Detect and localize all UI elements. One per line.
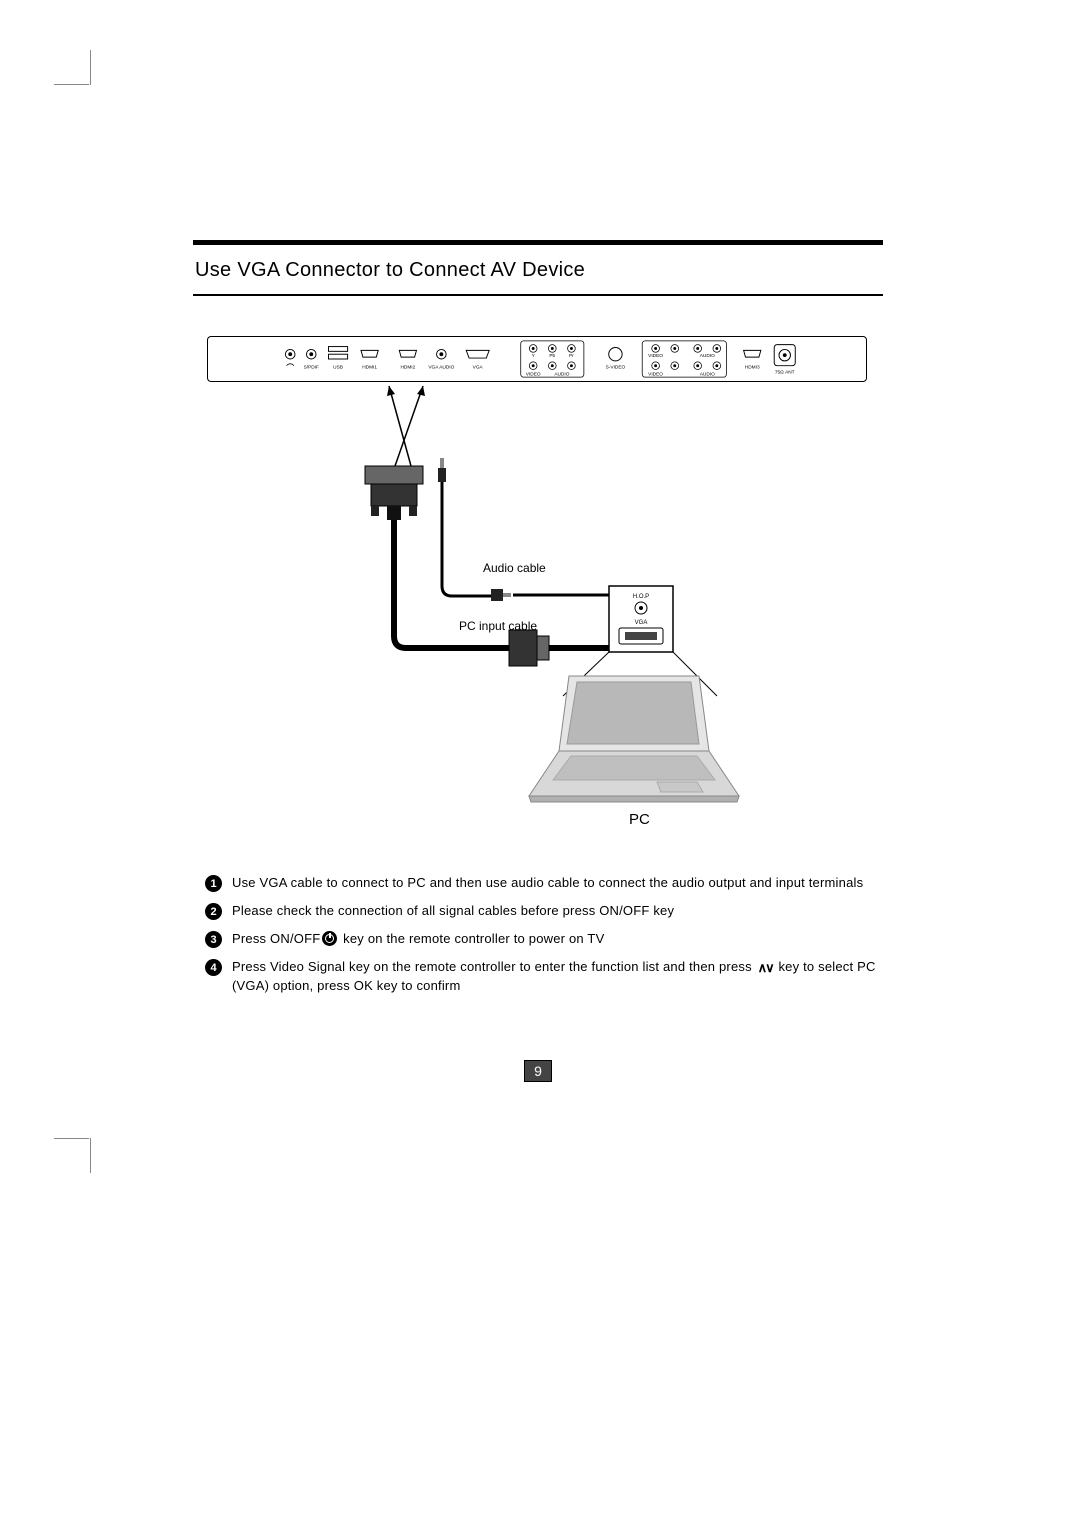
step-text-before: Press Video Signal key on the remote con… <box>232 959 756 974</box>
page-number: 9 <box>524 1060 552 1082</box>
section-title: Use VGA Connector to Connect AV Device <box>193 245 883 294</box>
instruction-3: 3 Press ON/OFF key on the remote control… <box>205 930 883 948</box>
crop-mark <box>54 1138 89 1139</box>
pc-input-cable-label: PC input cable <box>459 619 537 633</box>
step-badge: 1 <box>205 875 222 892</box>
step-text-after: key on the remote controller to power on… <box>339 931 604 946</box>
cable-overlay: H.O.P VGA <box>193 336 883 836</box>
laptop-illustration <box>529 676 739 802</box>
up-down-icon: ∧∨ <box>758 959 773 977</box>
pc-label: PC <box>629 811 650 828</box>
step-text: Press Video Signal key on the remote con… <box>232 958 883 994</box>
instruction-1: 1 Use VGA cable to connect to PC and the… <box>205 874 883 892</box>
svg-text:VGA: VGA <box>635 620 648 626</box>
crop-mark <box>90 50 91 85</box>
svg-text:H.O.P: H.O.P <box>633 594 649 600</box>
page-content: Use VGA Connector to Connect AV Device S… <box>193 240 883 1004</box>
step-text-before: Press ON/OFF <box>232 931 320 946</box>
step-badge: 2 <box>205 903 222 920</box>
page-number-value: 9 <box>524 1060 552 1082</box>
instruction-list: 1 Use VGA cable to connect to PC and the… <box>193 874 883 994</box>
crop-mark <box>54 84 89 85</box>
instruction-4: 4 Press Video Signal key on the remote c… <box>205 958 883 994</box>
audio-cable-label: Audio cable <box>483 561 546 575</box>
crop-mark <box>90 1138 91 1173</box>
power-icon <box>322 931 337 946</box>
step-text: Please check the connection of all signa… <box>232 902 674 920</box>
step-badge: 4 <box>205 959 222 976</box>
step-text: Use VGA cable to connect to PC and then … <box>232 874 863 892</box>
instruction-2: 2 Please check the connection of all sig… <box>205 902 883 920</box>
connection-diagram: S/PDIF USB HDMI1 HDMI2 VGA AUDIO VGA <box>193 336 883 836</box>
rule-under-title <box>193 294 883 296</box>
step-text: Press ON/OFF key on the remote controlle… <box>232 930 604 948</box>
step-badge: 3 <box>205 931 222 948</box>
